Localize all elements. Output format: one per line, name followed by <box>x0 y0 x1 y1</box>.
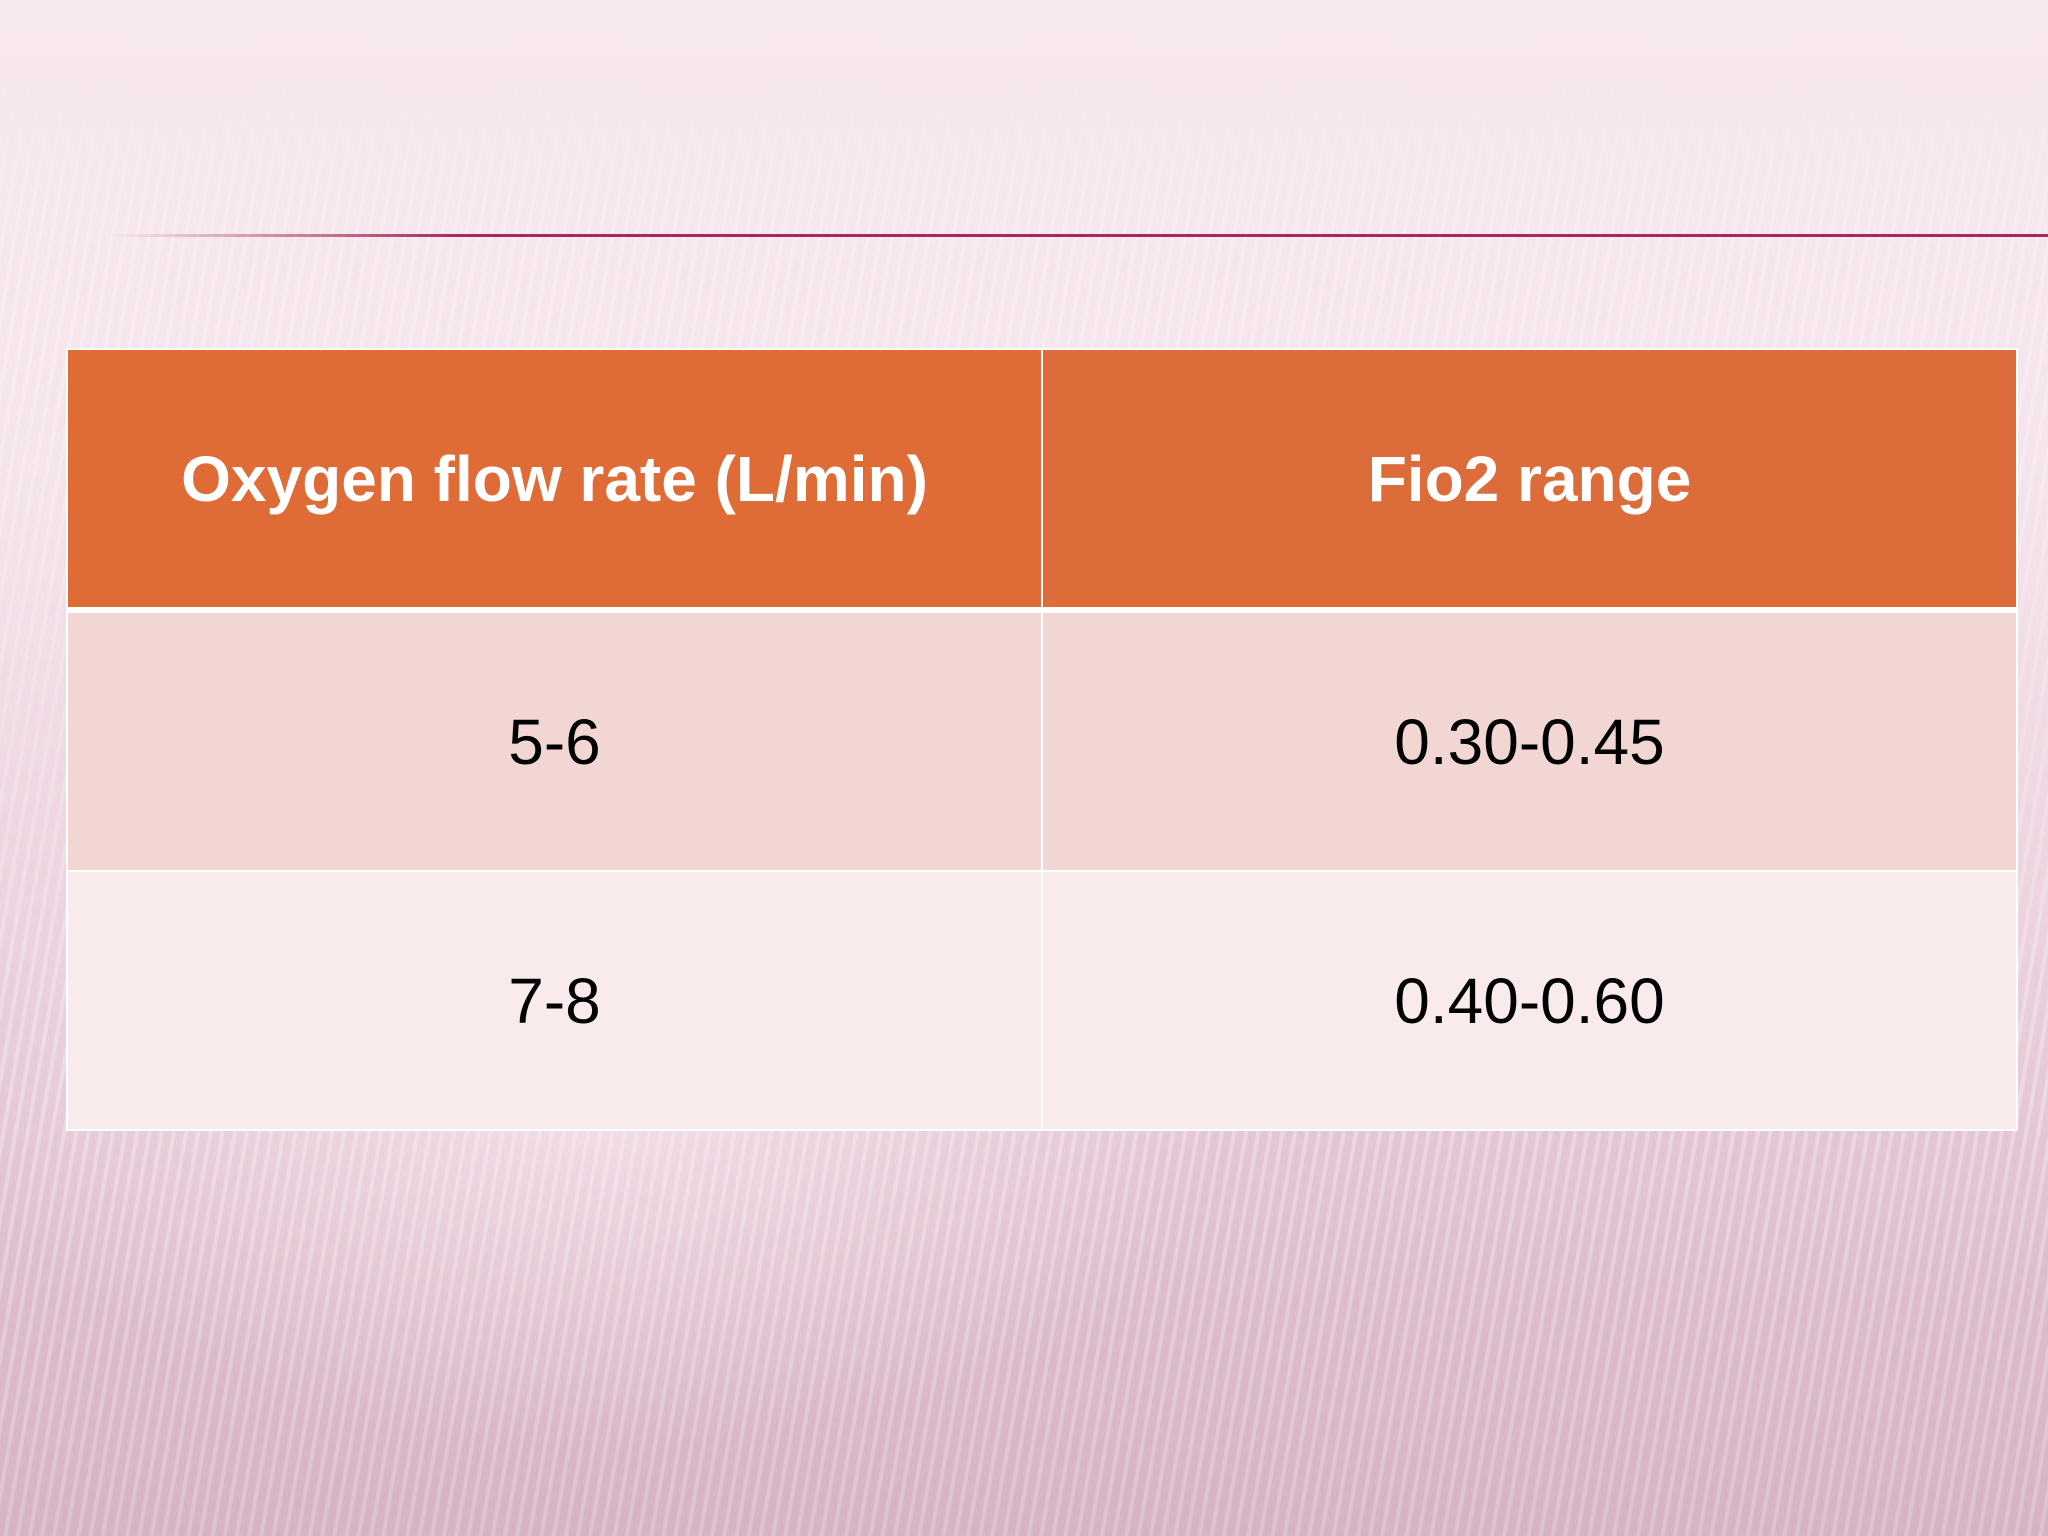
title-divider-line <box>110 234 2048 237</box>
cell-flow-rate: 5-6 <box>66 609 1043 872</box>
header-fio2-range: Fio2 range <box>1041 348 2018 613</box>
table-row: 5-6 0.30-0.45 <box>66 609 2018 872</box>
oxygen-fio2-table: Oxygen flow rate (L/min) Fio2 range 5-6 … <box>66 348 2018 1131</box>
cell-flow-rate: 7-8 <box>66 870 1043 1131</box>
table-row: 7-8 0.40-0.60 <box>66 870 2018 1131</box>
cell-fio2-range: 0.30-0.45 <box>1041 609 2018 872</box>
header-oxygen-flow-rate: Oxygen flow rate (L/min) <box>66 348 1043 613</box>
cell-fio2-range: 0.40-0.60 <box>1041 870 2018 1131</box>
table-header-row: Oxygen flow rate (L/min) Fio2 range <box>66 348 2018 613</box>
